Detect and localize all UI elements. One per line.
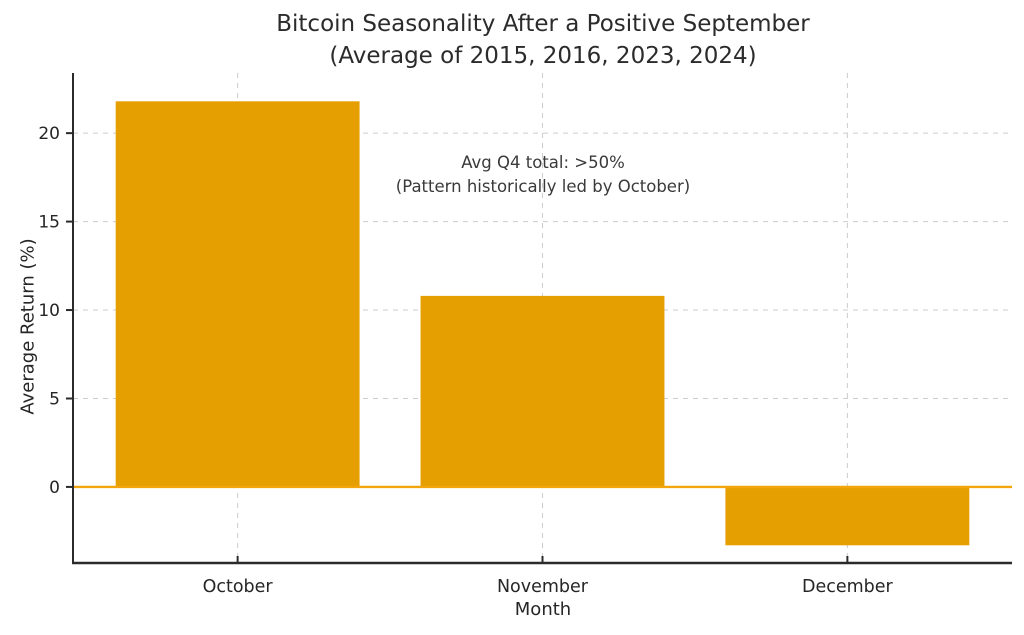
bar-october xyxy=(115,101,360,487)
y-tick-label: 20 xyxy=(38,124,60,144)
y-axis-label: Average Return (%) xyxy=(17,238,39,415)
x-tick-label-october: October xyxy=(203,577,274,597)
y-tick-label: 5 xyxy=(49,389,60,409)
bar-december xyxy=(725,486,970,546)
chart-title-line1: Bitcoin Seasonality After a Positive Sep… xyxy=(276,11,810,37)
chart-title: Bitcoin Seasonality After a Positive Sep… xyxy=(73,8,1013,72)
chart-annotation: Avg Q4 total: >50% (Pattern historically… xyxy=(73,151,1013,199)
x-tick-label-november: November xyxy=(497,577,589,597)
y-tick-label: 10 xyxy=(38,301,60,321)
bar-november xyxy=(420,295,665,487)
x-tick-label-december: December xyxy=(802,577,894,597)
annotation-line1: Avg Q4 total: >50% xyxy=(461,153,625,172)
annotation-line2: (Pattern historically led by October) xyxy=(395,177,691,196)
x-axis-label: Month xyxy=(514,599,572,620)
y-tick-label: 0 xyxy=(49,478,60,498)
chart-title-line2: (Average of 2015, 2016, 2023, 2024) xyxy=(329,43,757,69)
y-tick-label: 15 xyxy=(38,213,60,233)
